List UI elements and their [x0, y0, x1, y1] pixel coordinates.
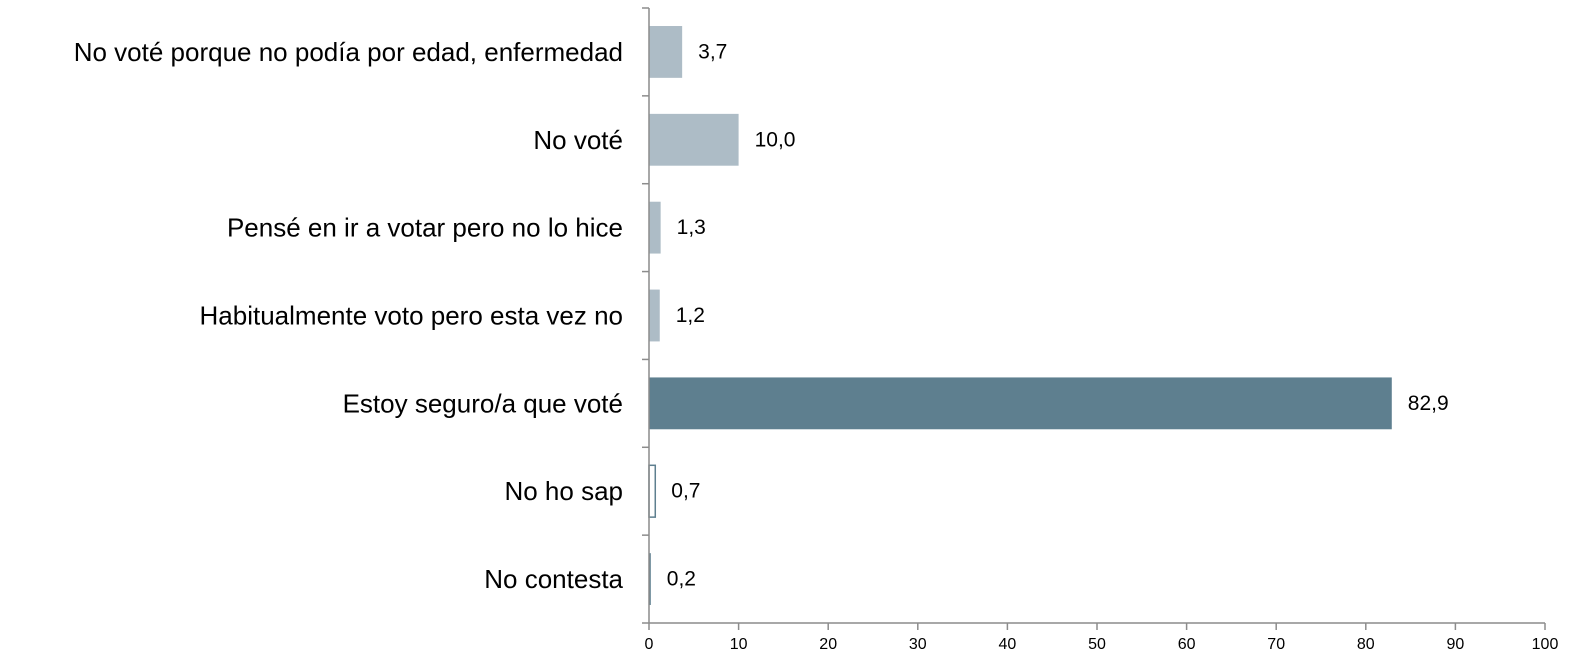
x-tick-label-6: 60: [1178, 636, 1196, 653]
category-label-0: No voté porque no podía por edad, enferm…: [74, 37, 623, 67]
x-axis-ticks: [648, 623, 1546, 630]
x-tick-label-3: 30: [909, 636, 927, 653]
bar-2: [649, 201, 661, 254]
bar-3: [649, 289, 660, 342]
value-label-3: 1,2: [676, 304, 705, 327]
x-tick-label-5: 50: [1088, 636, 1106, 653]
x-tick-label-0: 0: [645, 636, 654, 653]
bar-4: [649, 377, 1392, 430]
x-tick-label-9: 90: [1447, 636, 1465, 653]
value-label-0: 3,7: [698, 40, 727, 63]
x-tick-label-8: 80: [1357, 636, 1375, 653]
x-tick-label-7: 70: [1267, 636, 1285, 653]
category-label-5: No ho sap: [504, 476, 623, 506]
category-label-3: Habitualmente voto pero esta vez no: [200, 301, 623, 331]
value-label-1: 10,0: [755, 128, 796, 151]
bar-6: [649, 553, 651, 605]
category-label-6: No contesta: [484, 564, 623, 594]
value-label-5: 0,7: [671, 480, 700, 503]
category-label-1: No voté: [533, 125, 623, 155]
value-label-4: 82,9: [1408, 392, 1449, 415]
category-label-4: Estoy seguro/a que voté: [343, 388, 623, 418]
x-axis-tick-labels: 0 10 20 30 40 50 60 70 80 90 100: [645, 636, 1559, 653]
category-label-2: Pensé en ir a votar pero no lo hice: [227, 213, 623, 243]
x-tick-label-4: 40: [999, 636, 1017, 653]
bar-0: [649, 26, 683, 78]
value-label-2: 1,3: [677, 216, 706, 239]
x-tick-label-2: 20: [819, 636, 837, 653]
value-labels: 3,7 10,0 1,3 1,2 82,9 0,7 0,2: [667, 40, 1449, 590]
category-labels: No voté porque no podía por edad, enferm…: [74, 37, 624, 594]
bar-5: [648, 464, 657, 518]
x-tick-label-1: 10: [730, 636, 748, 653]
bar-1: [649, 113, 739, 166]
bars-group: [648, 26, 1392, 605]
value-label-6: 0,2: [667, 568, 696, 591]
x-tick-label-10: 100: [1532, 636, 1559, 653]
y-axis-ticks: [642, 7, 649, 624]
